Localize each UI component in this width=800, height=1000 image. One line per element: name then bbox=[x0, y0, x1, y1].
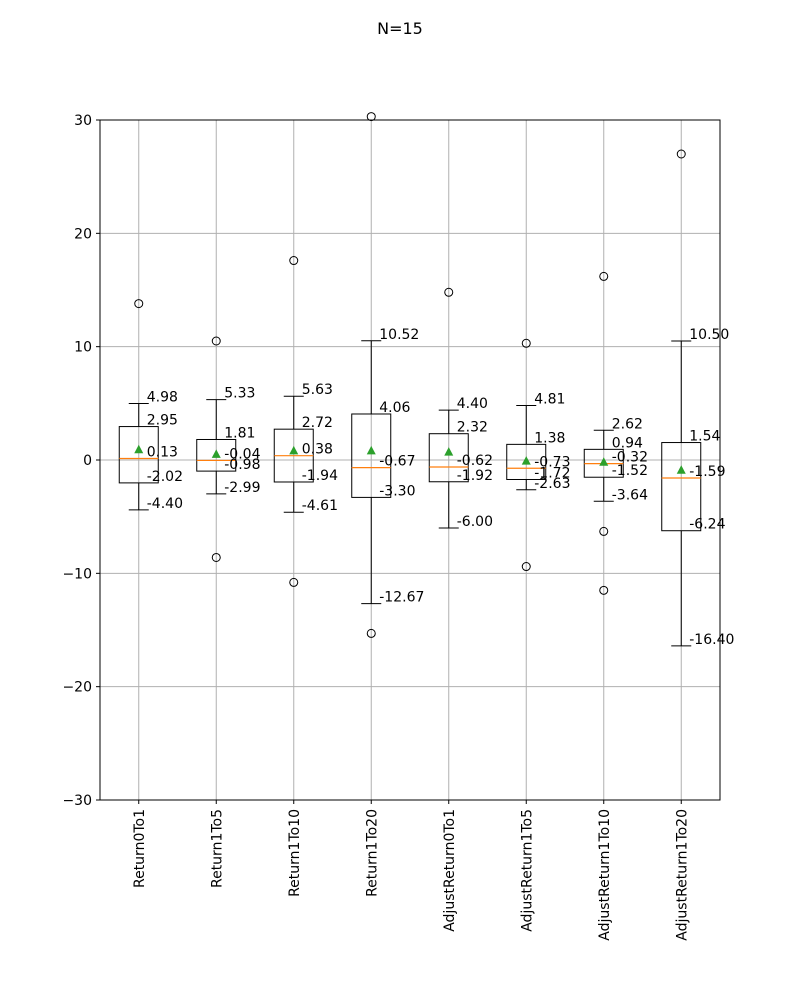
value-label: 1.54 bbox=[689, 429, 720, 445]
box-Return1To10 bbox=[273, 256, 314, 587]
y-tick-label: 0 bbox=[83, 453, 92, 469]
value-label: -4.40 bbox=[147, 496, 183, 512]
value-label: 1.81 bbox=[224, 425, 255, 441]
value-label: -0.62 bbox=[457, 453, 493, 469]
mean-marker bbox=[366, 445, 376, 455]
value-label: -0.32 bbox=[612, 450, 648, 466]
box-series bbox=[118, 112, 702, 647]
value-label: -0.98 bbox=[224, 457, 260, 473]
y-tick-label: −20 bbox=[62, 680, 92, 696]
value-label: 5.63 bbox=[302, 382, 333, 398]
iqr-box bbox=[506, 443, 547, 480]
value-label: -3.64 bbox=[612, 487, 648, 503]
mean-marker bbox=[211, 449, 221, 458]
value-label: 2.32 bbox=[457, 420, 488, 436]
value-label: -0.73 bbox=[534, 454, 570, 470]
outlier-point bbox=[211, 336, 221, 346]
outlier-point bbox=[211, 552, 221, 562]
y-tick-label: −30 bbox=[62, 793, 92, 809]
mean-marker bbox=[444, 447, 454, 456]
outlier-point bbox=[444, 287, 454, 297]
outlier-point bbox=[521, 562, 531, 572]
value-label: -4.61 bbox=[302, 498, 338, 514]
value-label: -1.59 bbox=[689, 464, 725, 480]
mean-marker bbox=[289, 445, 299, 455]
box-AdjustReturn0To1 bbox=[428, 287, 469, 529]
value-label: -1.92 bbox=[457, 468, 493, 484]
value-label: -0.67 bbox=[379, 454, 415, 470]
y-tick-label: −10 bbox=[62, 566, 92, 582]
iqr-box bbox=[118, 426, 159, 484]
value-label: -1.94 bbox=[302, 468, 338, 484]
value-label: -3.30 bbox=[379, 483, 415, 499]
y-tick-label: 30 bbox=[74, 113, 92, 129]
x-tick-label: Return1To20 bbox=[364, 809, 380, 897]
value-label: -12.67 bbox=[379, 590, 424, 606]
outlier-point bbox=[599, 271, 609, 281]
outlier-point bbox=[521, 338, 531, 348]
value-label: 2.95 bbox=[147, 413, 178, 429]
value-label: -2.02 bbox=[147, 469, 183, 485]
x-tick-label: AdjustReturn1To5 bbox=[519, 809, 535, 932]
value-label: 2.72 bbox=[302, 415, 333, 431]
value-label: -1.52 bbox=[612, 463, 648, 479]
x-tick-label: AdjustReturn1To20 bbox=[674, 809, 690, 941]
box-Return1To5 bbox=[196, 336, 237, 562]
x-tick-label: Return1To10 bbox=[287, 809, 303, 897]
y-tick-label: 10 bbox=[74, 340, 92, 356]
outlier-point bbox=[676, 149, 686, 159]
outlier-point bbox=[599, 526, 609, 536]
box-Return0To1 bbox=[118, 299, 159, 511]
mean-marker bbox=[676, 465, 686, 474]
value-label: 1.38 bbox=[534, 430, 565, 446]
value-label: -6.00 bbox=[457, 514, 493, 530]
value-label: -6.24 bbox=[689, 517, 725, 533]
value-label: 0.94 bbox=[612, 435, 643, 451]
x-tick-label: Return0To1 bbox=[132, 809, 148, 888]
iqr-box bbox=[196, 438, 237, 472]
box-AdjustReturn1To10 bbox=[583, 271, 624, 595]
value-label: 4.06 bbox=[379, 400, 410, 416]
value-label: 5.33 bbox=[224, 386, 255, 402]
iqr-box bbox=[351, 413, 392, 498]
box-AdjustReturn1To5 bbox=[506, 338, 547, 572]
box-Return1To20 bbox=[351, 112, 392, 638]
value-label: 0.13 bbox=[147, 445, 178, 461]
mean-marker bbox=[599, 457, 609, 466]
value-label: -16.40 bbox=[689, 632, 734, 648]
x-tick-label: AdjustReturn1To10 bbox=[597, 809, 613, 941]
outlier-point bbox=[289, 577, 299, 587]
outlier-point bbox=[599, 585, 609, 595]
y-axis: −30 −20 −10 0 10 20 30 bbox=[62, 113, 100, 809]
outlier-point bbox=[134, 299, 144, 309]
outlier-point bbox=[366, 628, 376, 638]
value-label: -2.63 bbox=[534, 476, 570, 492]
x-tick-label: Return1To5 bbox=[209, 809, 225, 888]
plot-frame bbox=[99, 119, 721, 801]
value-label: 2.62 bbox=[612, 416, 643, 432]
value-annotations: 4.98 2.95 0.13 -2.02 -4.40 5.33 1.81 -0.04-0.98… bbox=[147, 327, 735, 648]
value-label: -1.72 bbox=[534, 465, 570, 481]
value-label: -0.04 bbox=[224, 446, 260, 462]
value-label: 4.40 bbox=[457, 396, 488, 412]
value-label: 4.81 bbox=[534, 391, 565, 407]
value-label: 4.98 bbox=[147, 390, 178, 406]
outlier-point bbox=[289, 256, 299, 266]
mean-marker bbox=[521, 456, 531, 465]
value-label: -2.99 bbox=[224, 480, 260, 496]
outlier-point bbox=[366, 112, 376, 122]
chart-title: N=15 bbox=[377, 19, 423, 38]
box-AdjustReturn1To20 bbox=[661, 149, 702, 647]
mean-marker bbox=[134, 444, 144, 454]
value-label: 0.38 bbox=[302, 442, 333, 458]
y-tick-label: 20 bbox=[74, 226, 92, 242]
iqr-box bbox=[661, 442, 702, 532]
value-label: 10.50 bbox=[689, 327, 729, 343]
x-axis: Return0To1 Return1To5 Return1To10 Return1To… bbox=[132, 800, 690, 941]
x-tick-label: AdjustReturn0To1 bbox=[442, 809, 458, 932]
iqr-box bbox=[428, 433, 469, 483]
value-label: 10.52 bbox=[379, 327, 419, 343]
